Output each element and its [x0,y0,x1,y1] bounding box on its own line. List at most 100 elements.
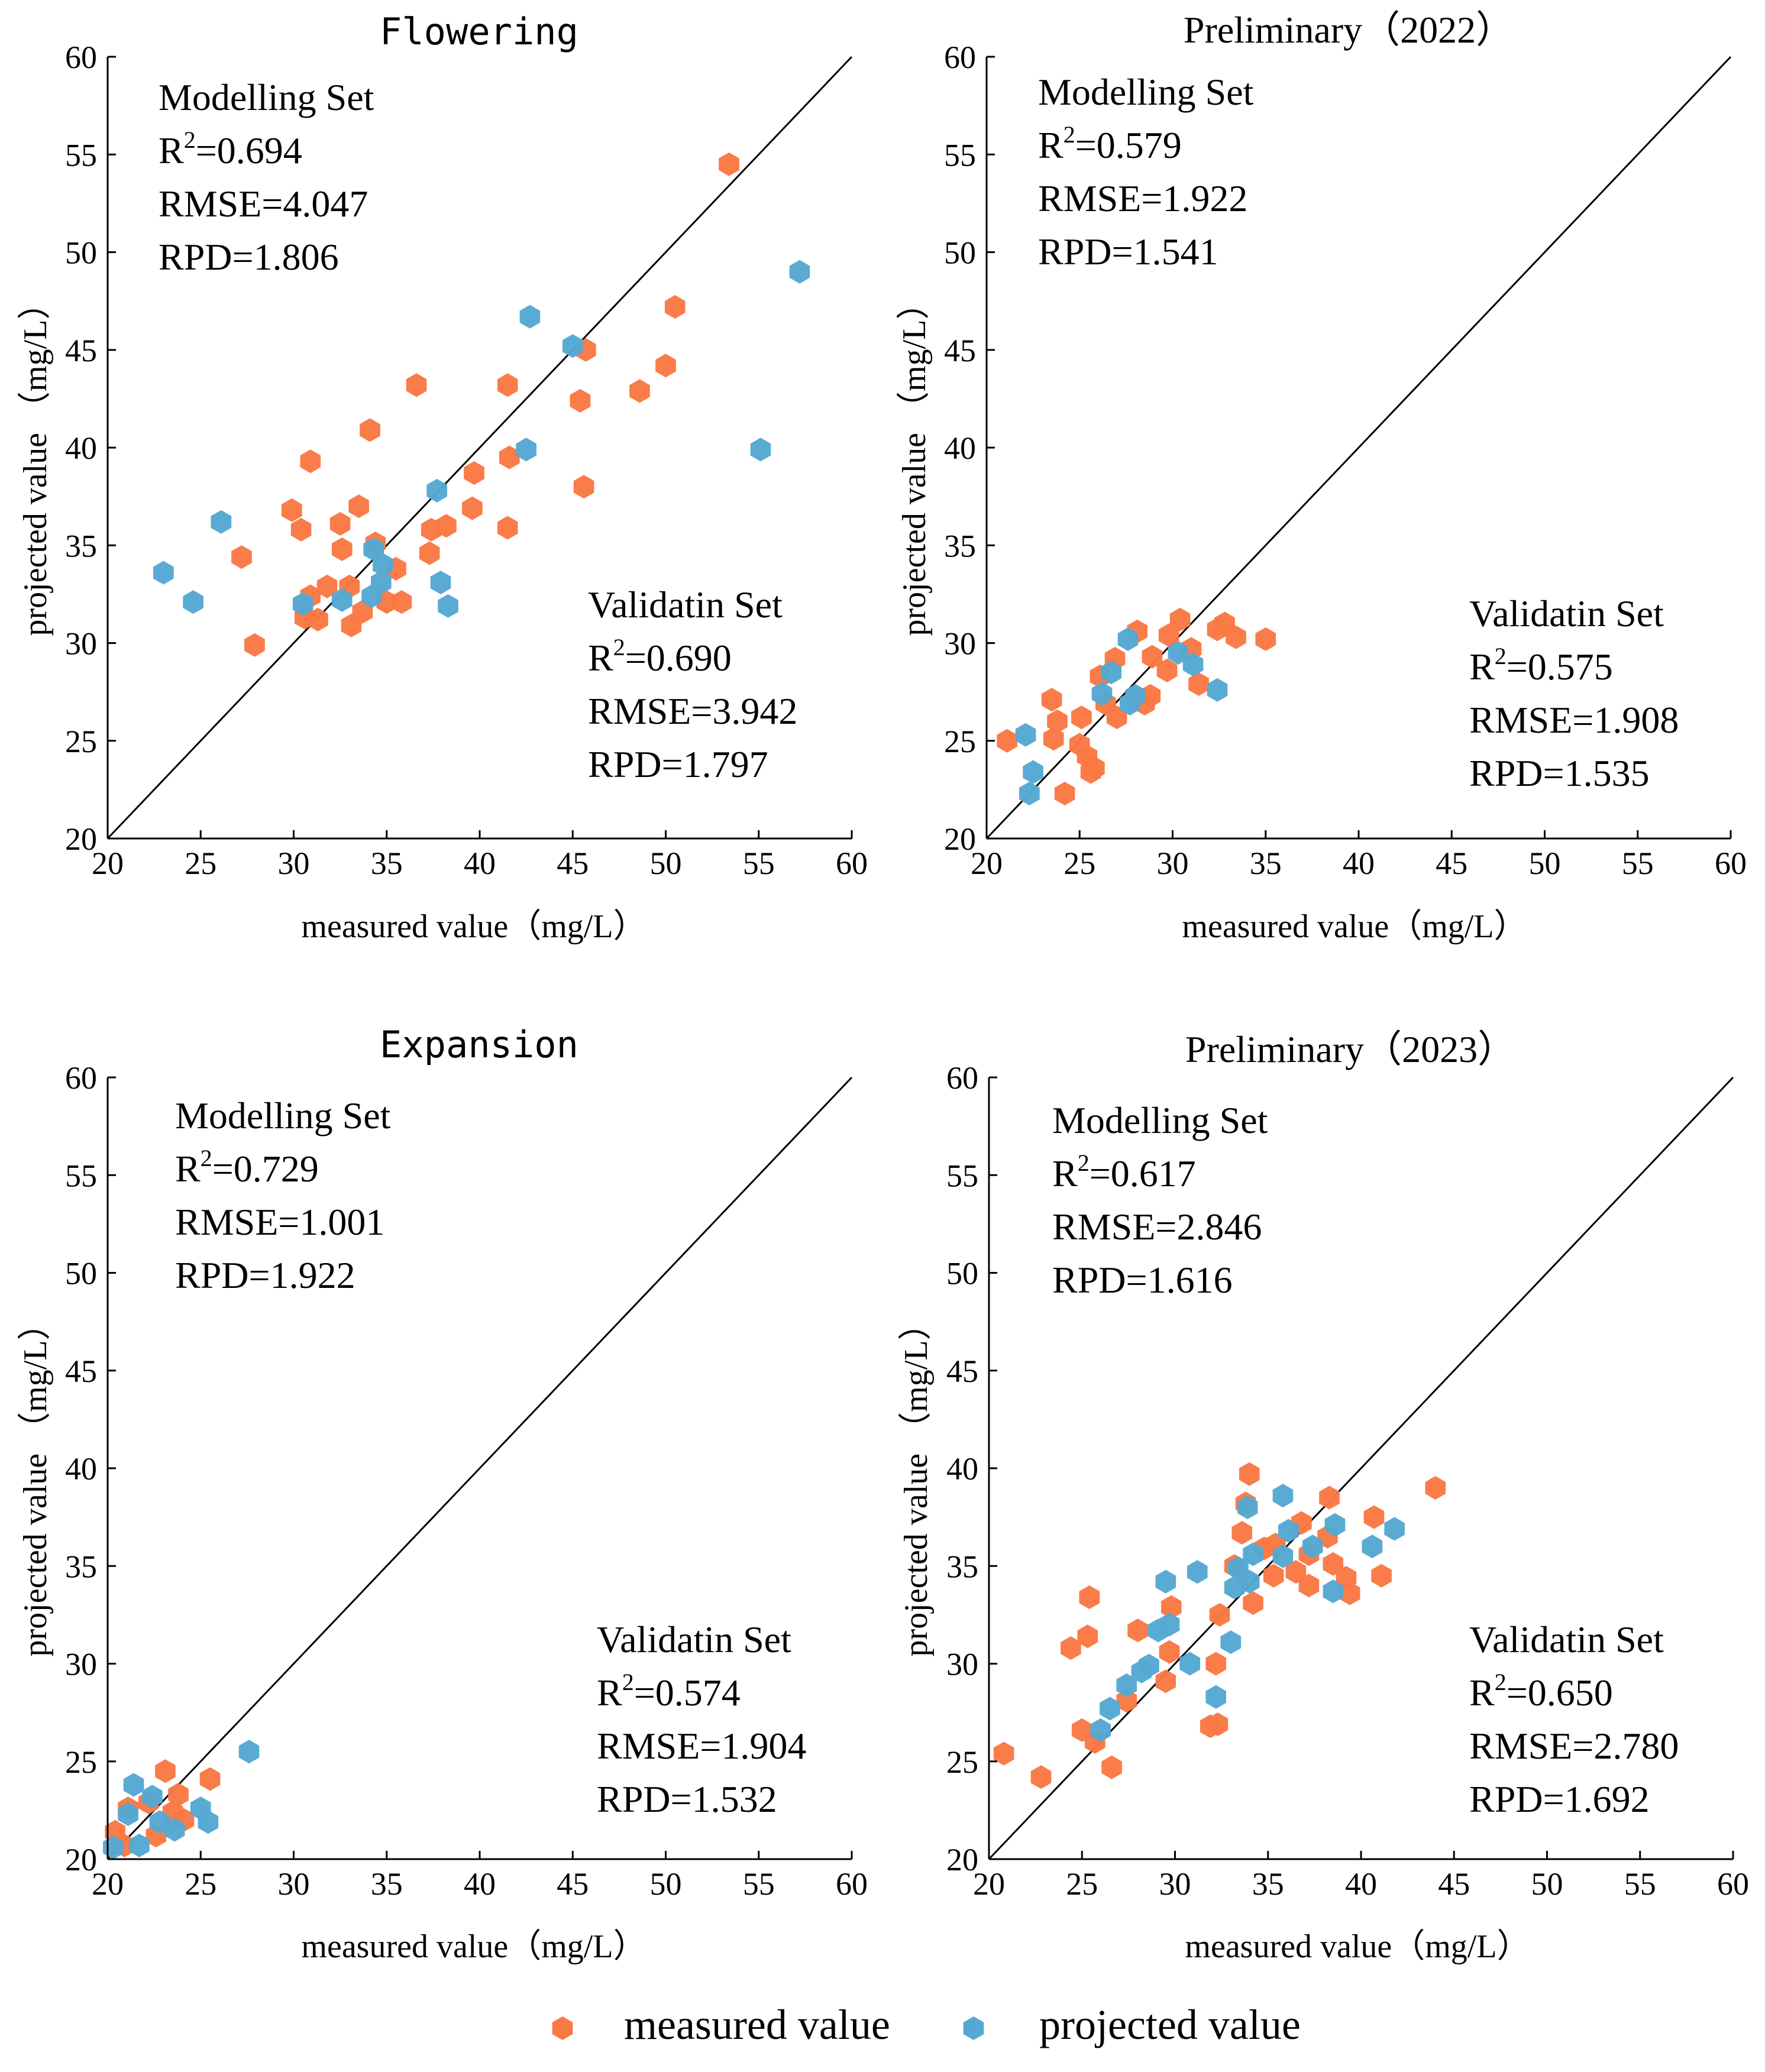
panel-flowering-axes: 20 25 30 35 40 45 50 55 60 20 25 30 35 40 45 50 55 60 [65,40,868,881]
legend-projected-marker [963,2016,984,2040]
projected-point [211,510,232,534]
y-tick-label: 45 [946,1354,978,1389]
modelling-rmse: RMSE=4.047 [159,183,368,225]
modelling-r2: R2=0.579 [1038,121,1182,166]
panel-preliminary-2023-title: Preliminary（2023） [1185,1028,1515,1070]
validation-r2: R2=0.575 [1469,643,1613,688]
panel-expansion-reference-line [106,1076,853,1860]
modelling-rpd: RPD=1.541 [1038,231,1218,273]
x-tick-label: 60 [1715,846,1747,881]
measured-point [290,517,312,542]
measured-point [499,445,520,470]
y-tick-label: 60 [944,40,976,75]
measured-point [231,545,252,569]
projected-point [1272,1544,1294,1568]
measured-point [464,461,484,485]
validation-r2: R2=0.574 [597,1669,741,1714]
x-tick-label: 50 [1531,1866,1563,1902]
modelling-rpd: RPD=1.806 [159,236,339,278]
projected-point [153,561,174,585]
x-tick-label: 20 [973,1866,1005,1902]
y-tick-label: 30 [65,1647,97,1682]
measured-point [1226,625,1246,649]
measured-point [497,373,518,397]
modelling-rpd: RPD=1.922 [175,1254,355,1296]
panel-expansion-axes: 20 25 30 35 40 45 50 55 60 20 25 30 35 40 45 50 55 60 [65,1060,868,1902]
measured-point [462,496,483,520]
y-tick-label: 35 [65,1549,97,1584]
measured-point [391,590,412,614]
x-tick-label: 25 [1063,846,1095,881]
projected-point [1179,1652,1200,1676]
one-to-one-line [106,1076,853,1860]
measured-point [1255,627,1276,651]
y-tick-label: 20 [946,1842,978,1877]
validation-rpd: RPD=1.535 [1469,752,1650,794]
measured-point [1239,1462,1260,1486]
modelling-r2: R2=0.694 [159,127,302,171]
x-tick-label: 30 [278,846,310,881]
validation-rpd: RPD=1.692 [1469,1778,1650,1820]
modelling-heading: Modelling Set [1038,71,1254,113]
projected-point [118,1802,138,1826]
projected-point [1090,1718,1111,1742]
panel-preliminary-2023-axes: 20 25 30 35 40 45 50 55 60 20 25 30 35 40 45 50 55 60 [946,1060,1749,1902]
x-tick-label: 30 [1159,1866,1191,1902]
measured-point [1263,1563,1284,1588]
x-tick-label: 55 [743,1866,775,1902]
y-tick-label: 20 [65,1842,97,1877]
modelling-rmse: RMSE=1.001 [175,1201,384,1243]
x-tick-label: 35 [1252,1866,1284,1902]
one-to-one-line [988,1076,1734,1860]
projected-point [1100,1697,1120,1721]
measured-point [244,633,265,657]
x-tick-label: 30 [1157,846,1189,881]
modelling-heading: Modelling Set [1052,1099,1268,1141]
panel-flowering-validation-stats: Validatin Set R2=0.690 RMSE=3.942 RPD=1.… [588,584,797,785]
validation-rmse: RMSE=2.780 [1469,1725,1679,1767]
legend-measured-label: measured value [624,2001,890,2048]
panel-preliminary-2022-title: Preliminary（2022） [1184,9,1514,51]
y-tick-label: 55 [65,137,97,173]
validation-rmse: RMSE=1.908 [1469,699,1679,741]
x-tick-label: 55 [1622,846,1654,881]
projected-point [331,588,353,612]
panel-preliminary-2022-validation-stats: Validatin Set R2=0.575 RMSE=1.908 RPD=1.… [1469,593,1679,794]
projected-point [1101,661,1121,685]
measured-point [1071,705,1092,730]
measured-point [199,1767,221,1791]
measured-point [1054,782,1075,805]
projected-point [1220,1630,1242,1655]
projected-point [1131,1659,1152,1684]
projected-point [562,334,583,358]
measured-point [1205,1652,1226,1676]
measured-point [419,541,440,565]
measured-point [1285,1560,1307,1584]
y-tick-label: 30 [65,626,97,662]
panel-flowering-modelling-stats: Modelling Set R2=0.694 RMSE=4.047 RPD=1.… [159,76,374,278]
panel-preliminary-2022-y-axis-label: projected value （mg/L） [896,287,933,636]
measured-point [570,388,591,413]
panel-preliminary-2023: 20 25 30 35 40 45 50 55 60 20 25 30 35 40 45 50 55 60 Pre… [898,1028,1749,1965]
x-tick-label: 50 [1529,846,1561,881]
validation-r2: R2=0.690 [588,634,732,679]
panel-preliminary-2023-y-axis-label: projected value （mg/L） [898,1307,935,1657]
x-tick-label: 40 [1345,1866,1377,1902]
panel-preliminary-2023-validation-stats: Validatin Set R2=0.650 RMSE=2.780 RPD=1.… [1469,1618,1679,1820]
measured-point [1041,688,1062,712]
validation-rmse: RMSE=1.904 [597,1725,806,1767]
measured-point [1106,705,1127,730]
y-tick-label: 40 [65,1451,97,1487]
projected-point [292,592,313,616]
panel-flowering-title: Flowering [380,10,578,53]
measured-point [331,537,353,561]
measured-point [573,475,594,499]
y-tick-label: 25 [65,1744,97,1780]
modelling-rmse: RMSE=1.922 [1038,177,1247,219]
panel-expansion-x-axis-label: measured value（mg/L） [301,1928,646,1965]
measured-point [497,516,518,540]
projected-point [519,305,541,329]
projected-point [426,478,447,503]
projected-point [430,571,451,594]
projected-point [1237,1495,1258,1520]
